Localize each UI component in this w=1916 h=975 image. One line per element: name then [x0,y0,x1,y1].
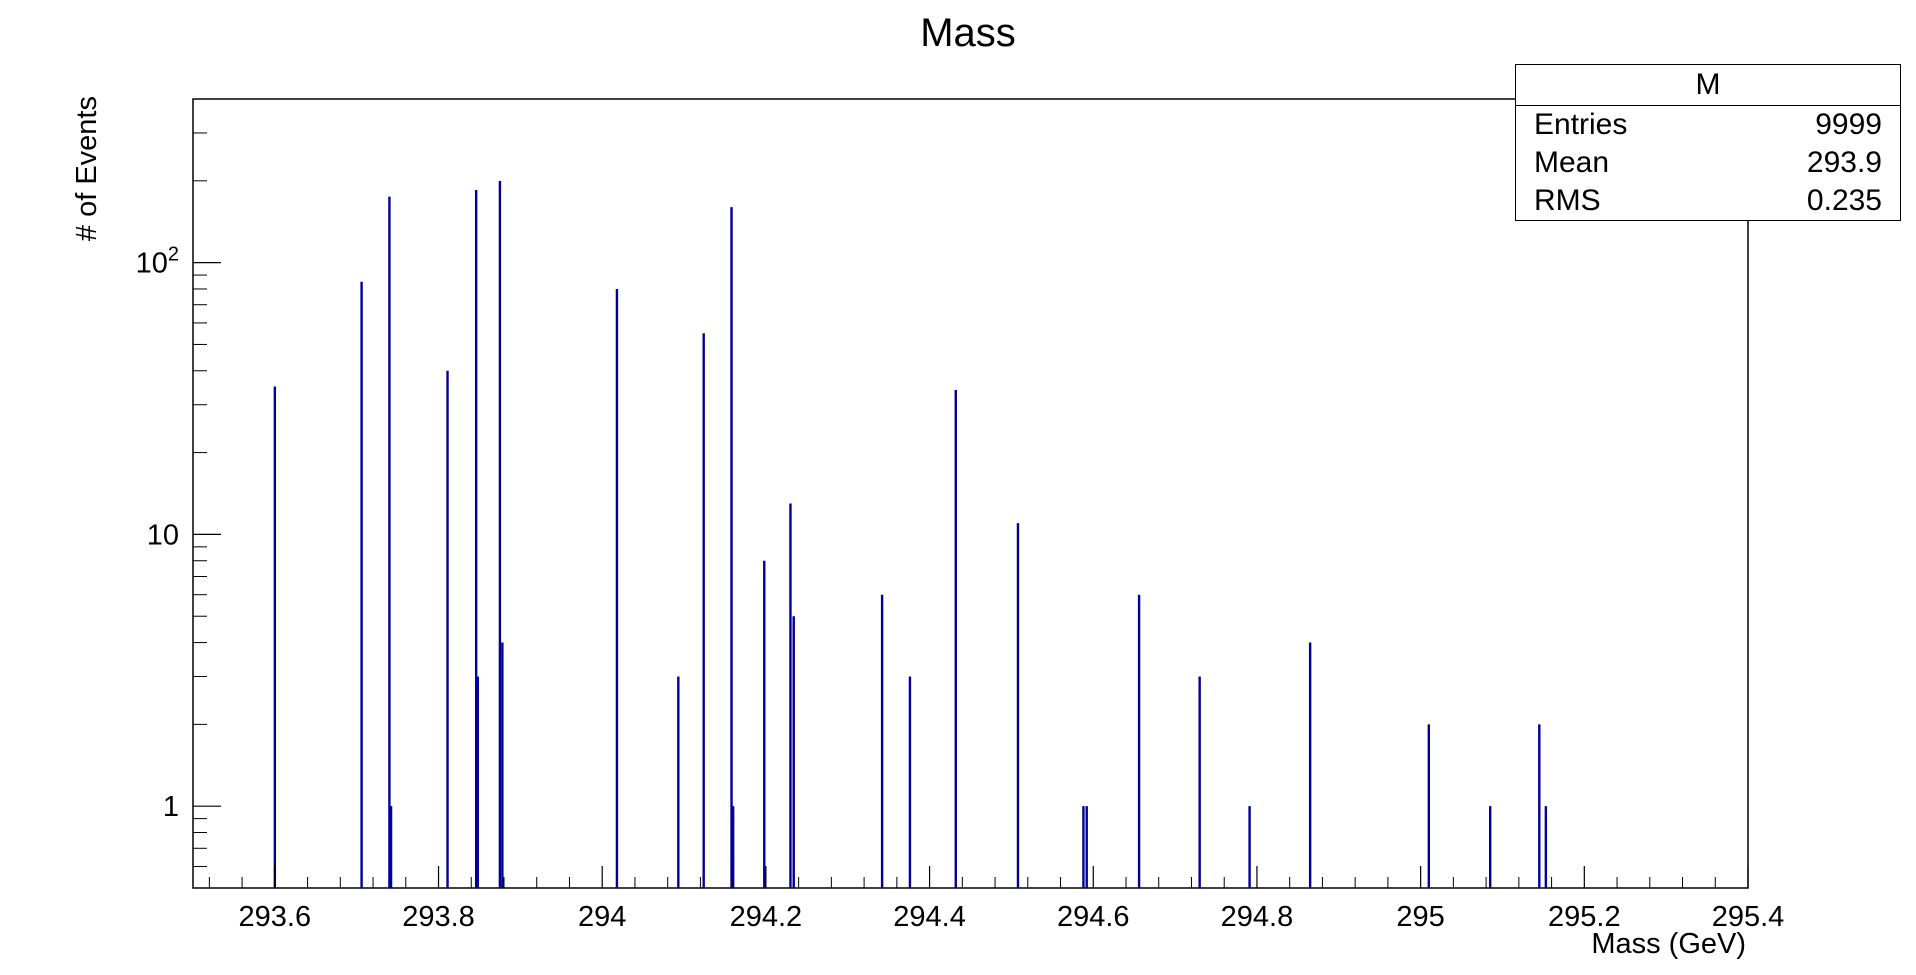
stats-box-title: M [1516,65,1900,106]
stats-value: 9999 [1815,108,1882,141]
stats-label: Entries [1534,108,1628,141]
stats-row-mean: Mean 293.9 [1516,144,1900,182]
stats-label: RMS [1534,184,1601,217]
plot-frame [192,98,1749,889]
y-tick-label: 1 [163,791,179,823]
x-tick-label: 293.8 [402,901,475,933]
y-tick-label: 102 [136,244,179,280]
x-tick-label: 294.4 [893,901,966,933]
stats-row-entries: Entries 9999 [1516,106,1900,144]
stats-value: 293.9 [1806,146,1882,179]
x-tick-label: 295.2 [1548,901,1621,933]
chart-title: Mass [920,11,1016,55]
x-tick-label: 293.6 [239,901,312,933]
stats-value: 0.235 [1806,184,1882,217]
y-axis-title: # of Events [71,96,103,241]
stats-box: M Entries 9999 Mean 293.9 RMS 0.235 [1515,64,1901,221]
x-tick-label: 295 [1396,901,1444,933]
x-tick-label: 294.2 [730,901,803,933]
y-tick-label: 10 [147,519,179,551]
x-tick-label: 295.4 [1712,901,1785,933]
stats-row-rms: RMS 0.235 [1516,182,1900,220]
x-axis-title: Mass (GeV) [1591,928,1746,960]
x-tick-label: 294.8 [1221,901,1294,933]
bars-group [273,180,1548,888]
x-tick-label: 294.6 [1057,901,1130,933]
x-tick-label: 294 [578,901,626,933]
axes-group: 293.6 293.8 294 294.2 294.4 294.6 294.8 295 295.… [136,98,1785,933]
stats-label: Mean [1534,146,1610,179]
